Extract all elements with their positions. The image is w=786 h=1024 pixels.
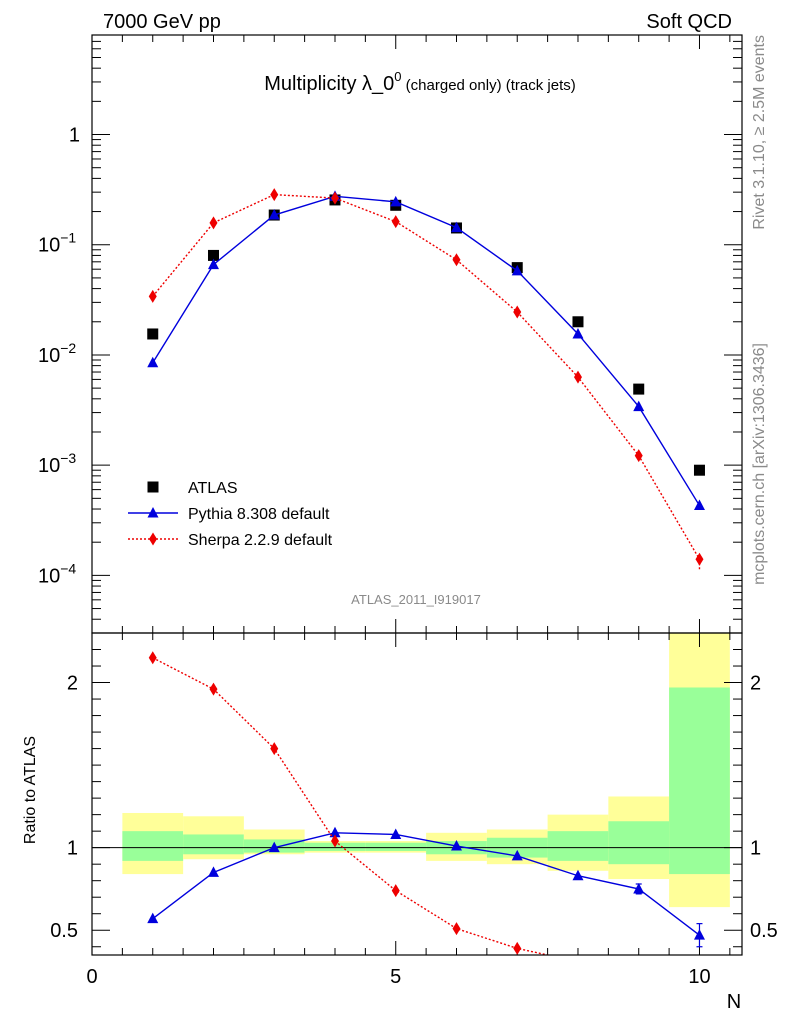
header-right: Soft QCD <box>646 11 732 33</box>
ratio-data-point <box>329 826 341 838</box>
main-series-1 <box>147 190 705 511</box>
green-band <box>122 831 184 861</box>
ratio-data-point <box>268 841 280 853</box>
legend: ATLAS Pythia 8.308 default Sherpa 2.2.9 de… <box>128 480 333 549</box>
ratio-data-point <box>207 866 219 877</box>
legend-label: Sherpa 2.2.9 default <box>188 532 333 549</box>
ratio-data-point <box>452 922 461 936</box>
main-data-point <box>268 209 280 220</box>
main-data-point <box>209 216 218 230</box>
axes: 0 5 10 1 10−1 10−2 10−3 10−4 0.5 0.5 1 1 2 2 <box>38 34 778 988</box>
ratio-series-0 <box>147 826 705 948</box>
main-data-point <box>207 249 219 261</box>
ratio-series-group <box>147 651 705 955</box>
main-data-point <box>330 191 339 205</box>
frames <box>91 34 743 956</box>
main-series-2 <box>148 188 704 566</box>
y-tick-label: 1 <box>69 125 80 147</box>
main-data-point <box>390 195 402 207</box>
y-tick-label: 10−3 <box>38 450 76 477</box>
header-left: 7000 GeV pp <box>103 11 221 33</box>
y-tick-label: 10−4 <box>38 560 76 587</box>
series <box>147 188 705 955</box>
y-tick-label: 10−2 <box>38 340 76 367</box>
main-data-point <box>450 221 462 233</box>
legend-label: ATLAS <box>188 480 238 497</box>
main-data-point <box>573 370 582 384</box>
ratio-y-tick-label: 2 <box>750 673 761 695</box>
main-data-point <box>511 264 523 276</box>
main-data-point <box>572 316 584 328</box>
main-data-point <box>693 499 705 511</box>
main-data-point <box>207 258 219 270</box>
ratio-data-point <box>270 742 279 756</box>
ratio-data-point <box>572 869 584 881</box>
ratio-data-point <box>633 882 645 894</box>
ratio-data-point <box>209 682 218 696</box>
main-data-point <box>270 188 279 202</box>
green-band <box>183 834 244 855</box>
ratio-data-point <box>511 849 523 861</box>
ratio-bands <box>92 633 742 908</box>
x-tick-label: 5 <box>390 966 401 988</box>
chart-title-sup: 0 <box>394 69 401 84</box>
main-data-point <box>633 383 645 395</box>
ratio-data-point <box>513 941 522 955</box>
ratio-frame <box>91 632 743 956</box>
main-data-point <box>147 328 159 340</box>
ratio-y-tick-label: 2 <box>67 673 78 695</box>
main-series-line <box>152 193 701 560</box>
ratio-data-point <box>450 840 462 851</box>
ratio-data-point <box>391 884 400 898</box>
green-band <box>365 842 427 851</box>
main-data-point <box>572 327 584 339</box>
main-series-line <box>152 195 701 506</box>
ratio-ylabel: Ratio to ATLAS <box>22 736 39 844</box>
legend-label: Pythia 8.308 default <box>188 506 330 523</box>
main-data-point <box>633 400 645 412</box>
x-tick-label: 10 <box>688 966 710 988</box>
ratio-data-point <box>147 912 159 924</box>
ratio-data-point <box>693 929 705 940</box>
main-data-point <box>513 305 522 319</box>
x-axis-label: N <box>727 991 741 1013</box>
green-band <box>547 831 609 861</box>
ratio-data-point <box>330 834 339 848</box>
main-data-point <box>147 356 159 368</box>
rivet-label: Rivet 3.1.10, ≥ 2.5M events <box>751 35 768 230</box>
ratio-y-tick-label: 1 <box>67 838 78 860</box>
main-data-point <box>391 215 400 229</box>
ratio-series-line <box>152 832 700 936</box>
chart-title: Multiplicity λ_00 (charged only) (track … <box>264 69 576 95</box>
main-data-point <box>693 464 705 476</box>
ratio-data-point <box>390 828 402 839</box>
chart-title-suffix: (charged only) (track jets) <box>402 77 576 94</box>
chart-title-main: Multiplicity λ_0 <box>264 73 394 95</box>
ratio-y-tick-label: 0.5 <box>750 920 778 942</box>
main-data-point <box>148 289 157 303</box>
main-data-point <box>452 253 461 267</box>
mcplots-label: mcplots.cern.ch [arXiv:1306.3436] <box>751 343 768 585</box>
analysis-id: ATLAS_2011_I919017 <box>351 592 481 607</box>
green-band <box>608 821 670 865</box>
legend-marker <box>149 532 157 546</box>
ratio-y-tick-label: 0.5 <box>50 920 78 942</box>
main-data-point <box>634 449 643 463</box>
legend-marker <box>147 507 159 518</box>
green-band <box>669 687 730 875</box>
ratio-y-tick-label: 1 <box>750 838 761 860</box>
x-tick-label: 0 <box>86 966 97 988</box>
y-tick-label: 10−1 <box>38 230 76 257</box>
legend-marker <box>147 481 159 493</box>
ratio-data-point <box>148 651 157 665</box>
ratio-series-1 <box>148 651 551 955</box>
